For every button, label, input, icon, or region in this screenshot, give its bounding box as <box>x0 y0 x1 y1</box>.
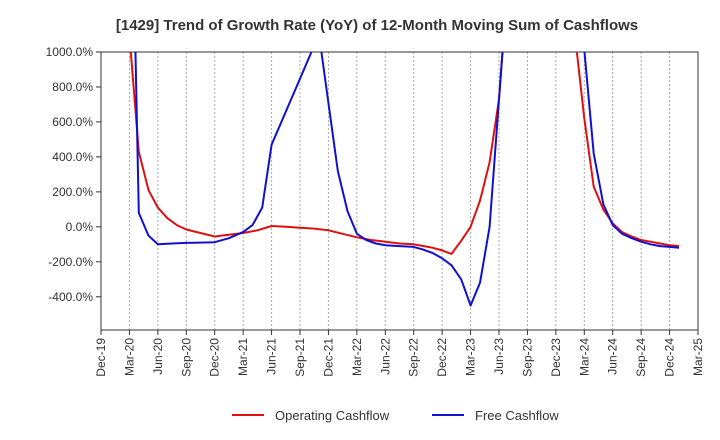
x-tick-label: Jun-21 <box>265 338 279 375</box>
legend-label-1: Free Cashflow <box>475 408 559 423</box>
x-tick-label: Jun-24 <box>606 338 620 375</box>
series-line-0 <box>129 52 680 255</box>
y-tick-label: -400.0% <box>48 290 93 304</box>
x-tick-label: Mar-25 <box>691 338 705 376</box>
plot-frame <box>100 51 699 331</box>
legend: Operating Cashflow Free Cashflow <box>232 408 559 423</box>
x-tick-label: Sep-22 <box>407 338 421 377</box>
legend-label-0: Operating Cashflow <box>275 408 390 423</box>
chart-title: [1429] Trend of Growth Rate (YoY) of 12-… <box>116 17 638 34</box>
x-tick-label: Mar-21 <box>236 338 250 376</box>
y-tick-label: 800.0% <box>52 80 93 94</box>
x-tick-label: Sep-20 <box>179 338 193 377</box>
y-tick-label: 600.0% <box>52 115 93 129</box>
x-tick-label: Jun-22 <box>378 338 392 375</box>
y-tick-label: 200.0% <box>52 185 93 199</box>
x-tick-label: Mar-20 <box>122 338 136 376</box>
x-tick-label: Mar-24 <box>577 338 591 376</box>
y-tick-label: 400.0% <box>52 150 93 164</box>
x-tick-label: Mar-23 <box>464 338 478 376</box>
y-tick-label: 1000.0% <box>46 45 94 59</box>
series-group <box>129 52 680 307</box>
x-tick-label: Sep-21 <box>293 338 307 377</box>
y-tick-label: 0.0% <box>66 220 94 234</box>
x-tick-label: Sep-23 <box>520 338 534 377</box>
x-tick-label: Jun-20 <box>151 338 165 375</box>
x-tick-label: Sep-24 <box>634 338 648 377</box>
x-tick-label: Jun-23 <box>492 338 506 375</box>
x-tick-label: Dec-20 <box>208 338 222 377</box>
x-axis: Dec-19 Mar-20 Jun-20 Sep-20 Dec-20 Mar-21 Jun-… <box>94 330 705 377</box>
y-tick-label: -200.0% <box>48 255 93 269</box>
x-tick-label: Dec-23 <box>549 338 563 377</box>
series-line-1 <box>134 52 680 307</box>
x-tick-label: Dec-24 <box>663 338 677 377</box>
grid-lines <box>100 52 699 330</box>
x-tick-label: Mar-22 <box>350 338 364 376</box>
y-axis: 1000.0% 800.0% 600.0% 400.0% 200.0% 0.0% -200.… <box>46 45 101 304</box>
x-tick-label: Dec-21 <box>321 338 335 377</box>
x-tick-label: Dec-22 <box>435 338 449 377</box>
x-tick-label: Dec-19 <box>94 338 108 377</box>
